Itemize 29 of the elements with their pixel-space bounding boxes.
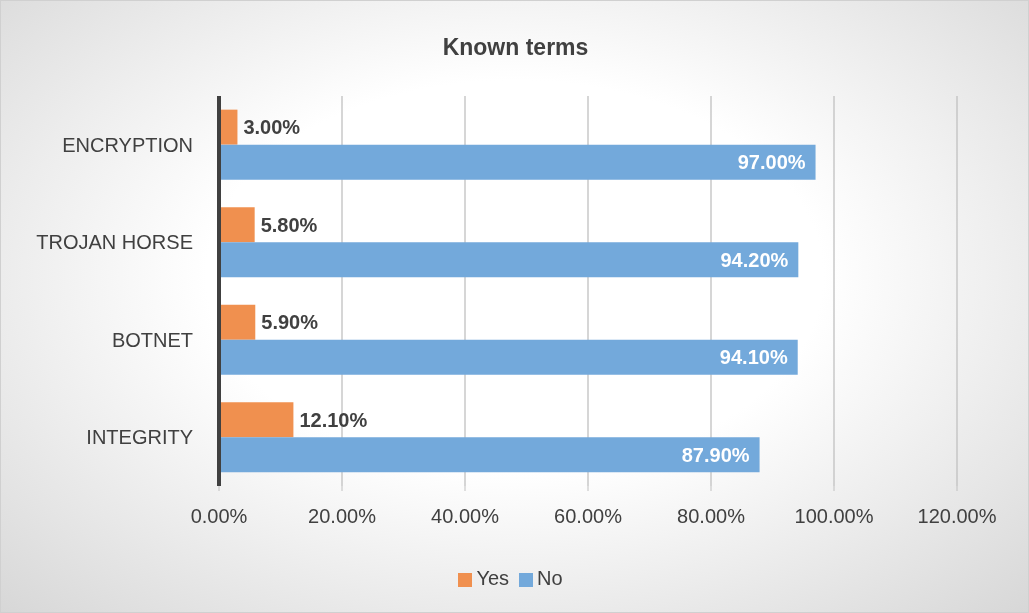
legend-label: Yes (476, 567, 510, 589)
x-tick-label: 60.00% (554, 505, 623, 528)
bar (219, 207, 255, 243)
bar (219, 402, 294, 438)
data-label: 12.10% (299, 408, 368, 431)
data-label: 97.00% (737, 151, 806, 174)
x-tick-label: 80.00% (677, 505, 746, 528)
x-tick-label: 0.00% (190, 505, 248, 528)
x-tick-label: 40.00% (431, 505, 500, 528)
data-label: 94.10% (719, 346, 788, 369)
data-label: 5.80% (260, 213, 318, 236)
x-tick-label: 120.00% (917, 505, 997, 528)
legend-label: No (537, 567, 563, 589)
bar (219, 242, 799, 278)
x-tick-label: 100.00% (794, 505, 874, 528)
chart-title: Known terms (441, 33, 590, 62)
bar (219, 339, 798, 375)
y-tick-label: BOTNET (111, 328, 193, 351)
bar (219, 437, 760, 473)
y-tick-label: TROJAN HORSE (36, 231, 193, 254)
y-tick-label: ENCRYPTION (62, 133, 193, 156)
data-label: 5.90% (261, 311, 319, 334)
bar (219, 144, 816, 180)
x-tick-label: 20.00% (308, 505, 377, 528)
data-label: 87.90% (681, 443, 750, 466)
y-tick-label: INTEGRITY (86, 426, 193, 449)
bar (219, 304, 256, 340)
data-label: 3.00% (243, 116, 301, 139)
data-label: 94.20% (720, 248, 789, 271)
